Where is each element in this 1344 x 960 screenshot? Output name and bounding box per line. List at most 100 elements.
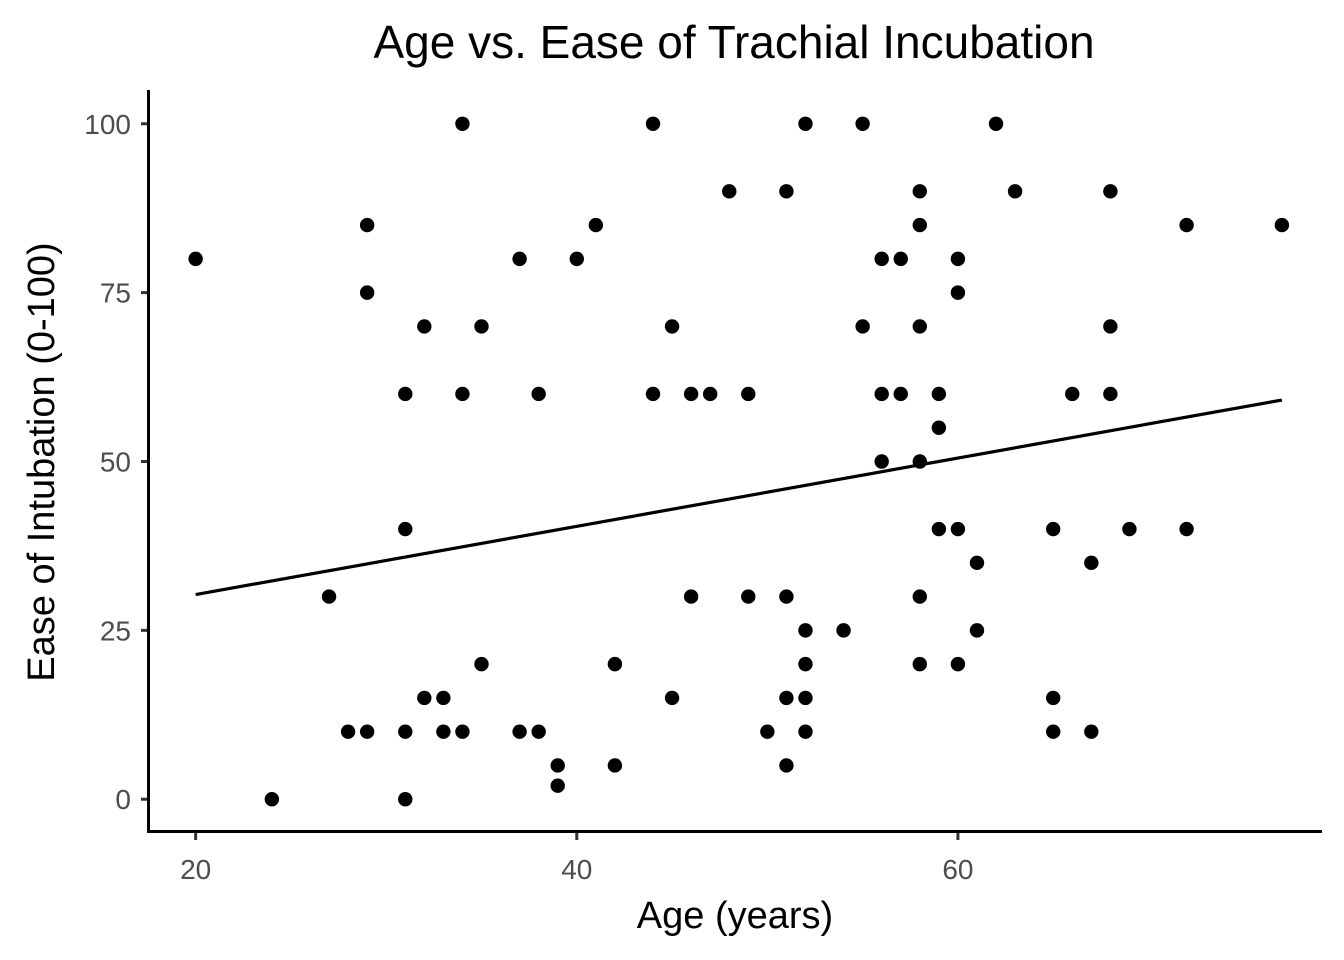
data-point xyxy=(1103,319,1118,334)
data-point xyxy=(417,319,432,334)
data-point xyxy=(855,116,870,131)
data-point xyxy=(779,758,794,773)
x-axis-label: Age (years) xyxy=(637,895,833,937)
data-point xyxy=(798,116,813,131)
data-point xyxy=(893,386,908,402)
data-point xyxy=(931,420,947,435)
data-point xyxy=(531,386,546,402)
data-point xyxy=(988,116,1004,131)
data-point xyxy=(588,217,604,233)
data-point xyxy=(512,724,527,739)
data-point xyxy=(779,589,794,604)
data-point xyxy=(683,589,699,604)
data-point xyxy=(912,184,928,199)
data-point xyxy=(874,386,889,402)
data-point xyxy=(912,656,928,672)
data-point xyxy=(359,285,375,300)
trend-line xyxy=(195,398,1283,597)
y-tick-label: 75 xyxy=(100,278,131,309)
data-point xyxy=(607,656,623,672)
data-point xyxy=(931,386,947,402)
data-point xyxy=(722,184,737,199)
data-point xyxy=(950,285,966,300)
y-tick-label: 50 xyxy=(100,447,131,478)
data-point xyxy=(874,251,889,267)
data-point xyxy=(321,589,337,604)
data-point xyxy=(798,690,813,706)
data-point xyxy=(1046,690,1061,706)
data-point xyxy=(893,251,908,267)
data-point xyxy=(950,251,966,267)
x-tick-label: 60 xyxy=(942,854,973,885)
data-point xyxy=(969,555,985,571)
data-point xyxy=(664,319,680,334)
data-point xyxy=(1122,521,1137,537)
data-point xyxy=(1007,184,1023,199)
data-point xyxy=(550,778,565,793)
data-point xyxy=(1179,521,1194,537)
data-point xyxy=(645,386,661,402)
data-point xyxy=(1274,217,1290,233)
data-point xyxy=(950,656,966,672)
data-point xyxy=(874,454,889,469)
data-point xyxy=(1046,521,1061,537)
data-point xyxy=(359,217,375,233)
data-point xyxy=(569,251,584,267)
data-point xyxy=(798,623,813,638)
data-point xyxy=(969,623,985,638)
data-point xyxy=(359,724,375,739)
data-point xyxy=(950,521,966,537)
data-point xyxy=(398,792,413,807)
data-point xyxy=(1065,386,1080,402)
data-point xyxy=(1046,724,1061,739)
data-point xyxy=(702,386,718,402)
data-point xyxy=(1179,217,1194,233)
y-axis-ticks: 0 25 50 75 100 xyxy=(84,109,148,815)
data-point xyxy=(455,386,470,402)
data-point xyxy=(931,521,947,537)
data-point xyxy=(398,724,413,739)
data-point xyxy=(474,656,489,672)
x-axis-ticks: 20 40 60 xyxy=(180,833,973,885)
data-point xyxy=(340,724,356,739)
data-point xyxy=(398,521,413,537)
data-point xyxy=(455,724,470,739)
data-point xyxy=(550,758,565,773)
chart-title: Age vs. Ease of Trachial Incubation xyxy=(373,16,1094,68)
data-point xyxy=(912,589,928,604)
data-point xyxy=(912,319,928,334)
data-point xyxy=(779,184,794,199)
data-point xyxy=(798,656,813,672)
data-point xyxy=(683,386,699,402)
data-point xyxy=(436,724,451,739)
data-point xyxy=(1084,555,1099,571)
trend-line-group xyxy=(195,398,1283,597)
data-point xyxy=(836,623,851,638)
data-point xyxy=(912,217,928,233)
data-point xyxy=(436,690,451,706)
data-point xyxy=(398,386,413,402)
data-point xyxy=(512,251,527,267)
data-point xyxy=(664,690,680,706)
data-point xyxy=(264,792,280,807)
data-point xyxy=(741,386,756,402)
data-point xyxy=(798,724,813,739)
data-point xyxy=(855,319,870,334)
y-tick-label: 0 xyxy=(115,784,131,815)
data-points xyxy=(188,116,1290,807)
data-point xyxy=(455,116,470,131)
data-point xyxy=(1084,724,1099,739)
data-point xyxy=(760,724,775,739)
y-tick-label: 100 xyxy=(84,109,131,140)
x-tick-label: 40 xyxy=(561,854,592,885)
y-axis-label: Ease of Intubation (0-100) xyxy=(21,242,63,681)
data-point xyxy=(1103,386,1118,402)
data-point xyxy=(417,690,432,706)
y-tick-label: 25 xyxy=(100,615,131,646)
x-tick-label: 20 xyxy=(180,854,211,885)
data-point xyxy=(531,724,546,739)
data-point xyxy=(607,758,623,773)
data-point xyxy=(188,251,203,267)
data-point xyxy=(474,319,489,334)
